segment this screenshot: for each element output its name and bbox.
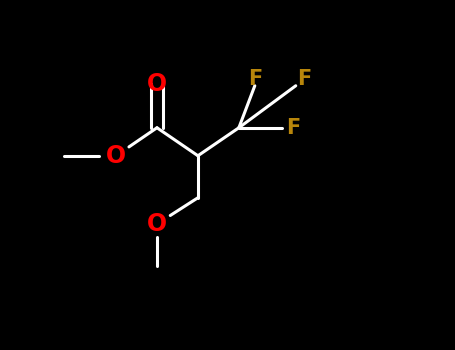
Text: F: F xyxy=(297,69,311,90)
Text: O: O xyxy=(147,212,167,236)
Text: F: F xyxy=(248,69,262,90)
Text: F: F xyxy=(286,118,301,138)
Text: O: O xyxy=(147,72,167,96)
Text: O: O xyxy=(106,144,126,168)
